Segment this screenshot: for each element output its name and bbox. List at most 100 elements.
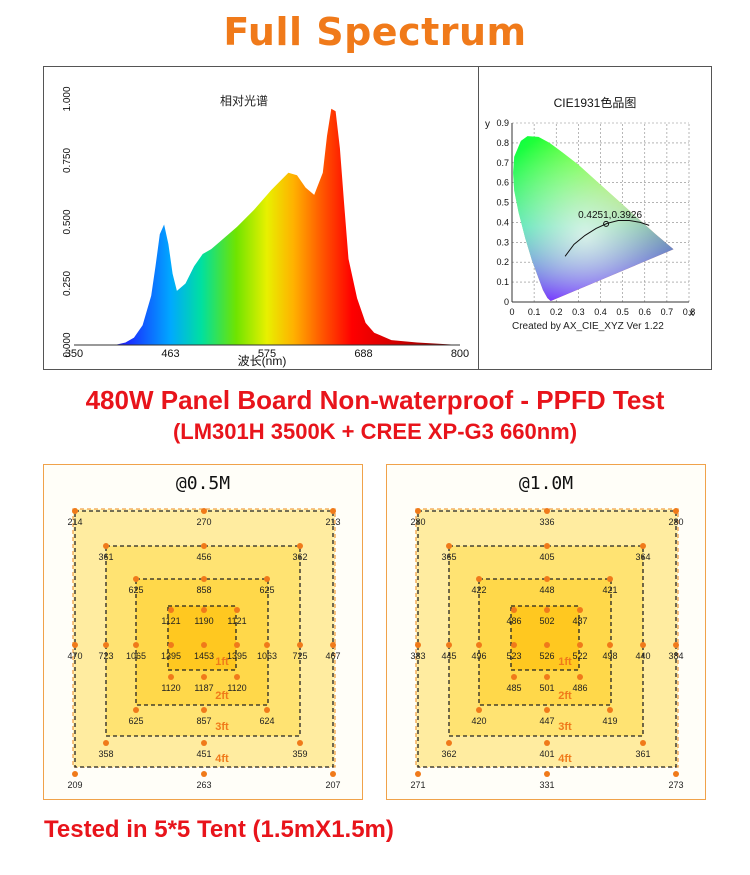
ppfd-measure-point [640,740,646,746]
spectrum-y-tick-label: 0.750 [62,148,73,173]
ppfd-value: 723 [98,651,113,661]
ppfd-measure-point [201,771,207,777]
ppfd-measure-point [446,543,452,549]
spectrum-y-tick-label: 0.000 [62,332,73,357]
ppfd-distance-label: 2ft [215,690,229,702]
ppfd-value: 625 [128,716,143,726]
ppfd-measure-point [446,740,452,746]
ppfd-measure-point [544,674,550,680]
ppfd-value: 523 [506,651,521,661]
ppfd-measure-point [133,707,139,713]
ppfd-distance-label: 1ft [215,656,229,668]
ppfd-measure-point [234,674,240,680]
ppfd-value: 470 [67,651,82,661]
ppfd-value: 365 [441,552,456,562]
ppfd-value: 487 [572,616,587,626]
ppfd-measure-point [544,642,550,648]
ppfd-measure-point [544,771,550,777]
ppfd-value: 401 [539,749,554,759]
cie-chromaticity-point [603,220,610,227]
ppfd-value: 1120 [227,683,246,693]
ppfd-value: 1063 [257,651,277,661]
ppfd-measure-point [103,543,109,549]
spectrum-chart: 相对光谱 0.000 0.250 0.500 0.750 1.000 350 463 575… [62,86,469,368]
ppfd-grid-10m: 1ft 2ft 3ft 4ft 280 336 280 365 405 364 422 448 421 4… [410,508,684,790]
spectrum-y-tick-label: 1.000 [62,86,73,111]
cie-x-tick-label: 0.1 [528,307,541,317]
ppfd-value: 384 [668,651,683,661]
ppfd-measure-point [72,642,78,648]
cie-y-tick-label: 0 [504,297,509,307]
ppfd-value: 445 [441,651,456,661]
ppfd-measure-point [201,607,207,613]
ppfd-value: 448 [539,585,554,595]
ppfd-value: 362 [292,552,307,562]
ppfd-measure-point [607,707,613,713]
ppfd-value: 1120 [161,683,180,693]
ppfd-value: 421 [602,585,617,595]
ppfd-distance-label: 3ft [215,721,229,733]
ppfd-value: 1190 [194,616,213,626]
ppfd-measure-point [607,642,613,648]
ppfd-measure-point [640,642,646,648]
ppfd-zone-1ft [510,605,580,671]
cie-planckian-locus [564,220,650,257]
ppfd-measure-point [544,707,550,713]
ppfd-value: 280 [410,517,425,527]
ppfd-value: 447 [539,716,554,726]
ppfd-measure-point [476,576,482,582]
ppfd-value: 273 [668,780,683,790]
spectrum-x-tick-label: 350 [65,348,83,360]
ppfd-value: 214 [67,517,82,527]
test-subheading: (LM301H 3500K + CREE XP-G3 660nm) [172,419,578,444]
ppfd-value: 336 [539,517,554,527]
ppfd-value: 405 [539,552,554,562]
ppfd-map-title: @1.0M [518,473,574,494]
cie-x-tick-label: 0.7 [661,307,674,317]
cie-x-ticks: 0 0.1 0.2 0.3 0.4 0.5 0.6 0.7 0.8 [509,307,695,317]
ppfd-distance-label: 3ft [558,721,572,733]
cie-x-tick-label: 0 [509,307,514,317]
ppfd-measure-point [640,543,646,549]
ppfd-value: 498 [602,651,617,661]
ppfd-measure-point [201,707,207,713]
cie-x-tick-label: 0.5 [616,307,629,317]
ppfd-measure-point [133,642,139,648]
cie-y-tick-label: 0.9 [496,118,509,128]
spectrum-x-ticks: 350 463 575 688 800 [65,348,469,360]
cie-x-tick-label: 0.3 [572,307,585,317]
ppfd-measure-point [234,607,240,613]
ppfd-measure-point [330,771,336,777]
ppfd-measure-point [476,707,482,713]
ppfd-value: 263 [196,780,211,790]
cie-y-tick-label: 0.7 [496,158,509,168]
cie-x-axis-label: x [689,308,694,319]
ppfd-value: 1065 [126,651,146,661]
ppfd-value: 486 [572,683,587,693]
ppfd-measure-point [415,642,421,648]
cie-locus-white-region [513,136,674,301]
cie-y-axis-label: y [485,119,490,130]
ppfd-measure-point [476,642,482,648]
cie-x-tick-label: 0.6 [639,307,652,317]
ppfd-measure-point [264,576,270,582]
ppfd-zone-1ft [167,605,237,671]
ppfd-value: 383 [410,651,425,661]
ppfd-value: 361 [635,749,650,759]
ppfd-measure-point [168,674,174,680]
ppfd-measure-point [133,576,139,582]
spectrum-x-tick-label: 800 [451,348,469,360]
ppfd-measure-point [264,707,270,713]
ppfd-measure-point [297,543,303,549]
ppfd-measure-point [577,607,583,613]
ppfd-measure-point [446,642,452,648]
cie-x-tick-label: 0.8 [683,307,696,317]
cie-y-tick-label: 0.8 [496,138,509,148]
ppfd-value: 207 [325,780,340,790]
ppfd-measure-point [544,607,550,613]
ppfd-value: 213 [325,517,340,527]
ppfd-measure-point [673,508,679,514]
ppfd-value: 362 [441,749,456,759]
ppfd-measure-point [297,642,303,648]
cie-y-tick-label: 0.3 [496,237,509,247]
